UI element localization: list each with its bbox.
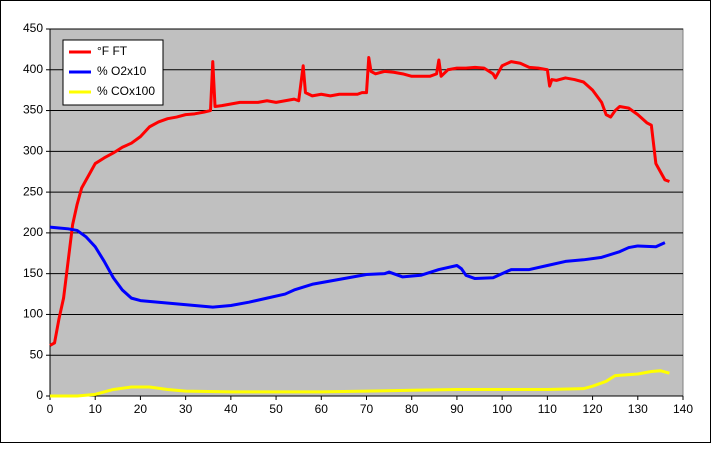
y-tick-label: 200 — [23, 225, 43, 239]
legend-label: °F FT — [97, 44, 128, 58]
y-tick-label: 0 — [36, 388, 43, 402]
legend-label: % COx100 — [97, 84, 155, 98]
x-tick-label: 120 — [583, 402, 603, 416]
x-tick-label: 50 — [269, 402, 283, 416]
series-line — [49, 56, 670, 347]
y-tick-label: 450 — [23, 21, 43, 35]
y-tick-label: 150 — [23, 266, 43, 280]
legend-label: % O2x10 — [97, 64, 147, 78]
y-tick-label: 300 — [23, 144, 43, 158]
x-tick-label: 0 — [47, 402, 54, 416]
y-tick-label: 50 — [30, 347, 44, 361]
x-tick-label: 110 — [538, 402, 557, 416]
layer: 0 50 100 150 200 250 300 350 400 450 0 10 20 30 40 50 60… — [23, 21, 693, 416]
x-tick-label: 30 — [179, 402, 193, 416]
x-tick-label: 20 — [134, 402, 148, 416]
y-tick-label: 350 — [23, 103, 43, 117]
x-tick-label: 80 — [405, 402, 419, 416]
y-tick-label: 400 — [23, 62, 43, 76]
x-tick-label: 40 — [224, 402, 238, 416]
x-tick-label: 140 — [673, 402, 693, 416]
x-tick-label: 70 — [360, 402, 374, 416]
x-tick-label: 90 — [450, 402, 464, 416]
series-line — [49, 225, 666, 309]
x-tick-label: 60 — [315, 402, 329, 416]
x-tick-label: 10 — [89, 402, 103, 416]
y-tick-label: 250 — [23, 184, 43, 198]
y-tick-label: 100 — [23, 307, 43, 321]
x-tick-label: 100 — [492, 402, 512, 416]
series-line — [50, 369, 670, 398]
x-tick-label: 130 — [628, 402, 648, 416]
